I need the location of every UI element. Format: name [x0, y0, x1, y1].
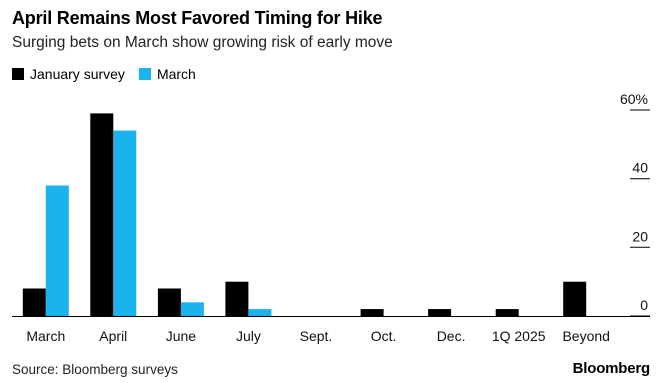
x-tick-label-0: March — [26, 328, 65, 344]
legend-swatch-january — [12, 68, 24, 80]
bar-january-5 — [360, 309, 384, 316]
bar-march-3 — [248, 309, 272, 316]
legend: January survey March — [12, 66, 210, 82]
x-tick-label-6: Dec. — [437, 328, 466, 344]
x-tick-label-4: Sept. — [300, 328, 333, 344]
x-tick-label-3: July — [236, 328, 261, 344]
bar-january-1 — [90, 113, 114, 317]
x-tick-label-2: June — [166, 328, 197, 344]
y-tick-label-2: 40 — [632, 160, 648, 176]
x-tick-label-5: Oct. — [371, 328, 397, 344]
bar-january-8 — [563, 281, 587, 316]
chart-subtitle: Surging bets on March show growing risk … — [12, 34, 393, 51]
legend-label-january: January survey — [30, 66, 125, 82]
legend-item-january: January survey — [12, 66, 125, 82]
legend-swatch-march — [138, 68, 151, 80]
y-tick-label-1: 20 — [632, 228, 648, 244]
legend-label-march: March — [156, 66, 196, 82]
bar-january-2 — [157, 288, 181, 316]
x-tick-label-7: 1Q 2025 — [492, 328, 546, 344]
bar-january-3 — [225, 281, 249, 316]
bar-january-0 — [22, 288, 46, 316]
bar-march-1 — [113, 130, 137, 316]
legend-item-march: March — [138, 66, 196, 82]
bar-january-6 — [428, 309, 452, 316]
bar-march-0 — [45, 185, 69, 316]
bar-january-7 — [495, 309, 519, 316]
x-tick-label-1: April — [99, 328, 127, 344]
bloomberg-logo: Bloomberg — [572, 360, 651, 377]
source-note: Source: Bloomberg surveys — [12, 362, 178, 377]
y-tick-label-3: 60% — [620, 91, 648, 107]
y-tick-label-0: 0 — [640, 297, 648, 313]
bar-march-2 — [180, 302, 204, 316]
chart-title: April Remains Most Favored Timing for Hi… — [12, 8, 383, 28]
x-tick-label-8: Beyond — [562, 328, 609, 344]
